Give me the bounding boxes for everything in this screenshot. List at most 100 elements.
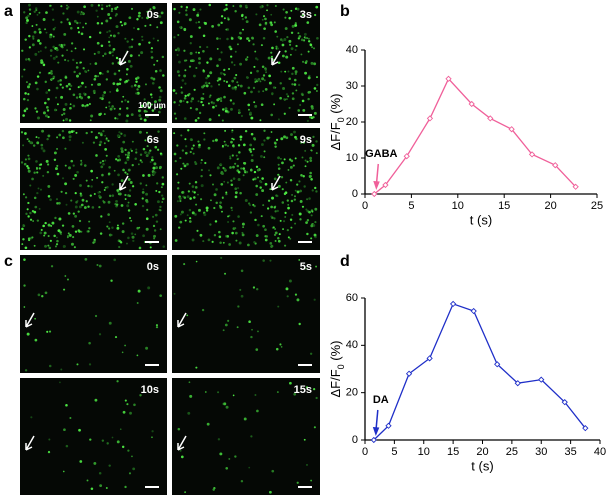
cell-speckle: [92, 241, 95, 244]
cell-speckle: [141, 190, 145, 194]
cell-speckle: [89, 438, 92, 441]
x-tick-label: 0: [362, 200, 368, 212]
cell-speckle: [107, 172, 111, 176]
cell-speckle: [115, 158, 118, 161]
cell-speckle: [195, 366, 198, 369]
cell-speckle: [110, 279, 113, 282]
cell-speckle: [230, 37, 234, 40]
cell-speckle: [204, 22, 207, 25]
cell-speckle: [213, 206, 216, 210]
cell-speckle: [277, 173, 280, 176]
cell-speckle: [259, 186, 262, 189]
cell-speckle: [105, 106, 108, 109]
cell-speckle: [214, 138, 218, 142]
cell-speckle: [183, 49, 186, 52]
data-point: [561, 398, 568, 406]
cell-speckle: [173, 152, 177, 156]
cell-speckle: [78, 428, 81, 432]
x-tick-label: 30: [535, 446, 547, 458]
cell-speckle: [68, 138, 72, 142]
cell-speckle: [87, 95, 91, 99]
cell-speckle: [234, 187, 238, 191]
cell-speckle: [105, 486, 108, 489]
cell-speckle: [82, 26, 85, 29]
cell-speckle: [104, 159, 107, 162]
cell-speckle: [49, 35, 53, 39]
cell-speckle: [59, 79, 62, 82]
cell-speckle: [200, 174, 203, 178]
cell-speckle: [294, 135, 297, 139]
cell-speckle: [309, 352, 313, 355]
data-line: [373, 303, 586, 441]
cell-speckle: [137, 27, 140, 31]
cell-speckle: [28, 8, 32, 11]
cell-speckle: [25, 212, 28, 216]
cell-speckle: [146, 102, 149, 106]
cell-speckle: [99, 484, 103, 488]
cell-speckle: [106, 225, 109, 228]
cell-speckle: [61, 86, 64, 89]
cell-speckle: [153, 237, 156, 240]
cell-speckle: [29, 218, 33, 221]
cell-speckle: [189, 59, 193, 63]
cell-speckle: [26, 138, 29, 141]
cell-speckle: [302, 13, 305, 16]
cell-speckle: [200, 159, 203, 162]
cell-speckle: [47, 195, 51, 198]
cell-speckle: [23, 97, 26, 101]
cell-speckle: [295, 44, 298, 48]
cell-speckle: [254, 218, 257, 222]
cell-speckle: [107, 227, 111, 230]
cell-speckle: [221, 172, 224, 175]
cell-speckle: [236, 164, 240, 168]
cell-speckle: [24, 92, 27, 95]
cell-speckle: [212, 488, 215, 491]
cell-speckle: [275, 45, 278, 48]
cell-speckle: [262, 259, 265, 262]
cell-speckle: [23, 68, 26, 71]
cell-speckle: [152, 77, 156, 81]
cell-speckle: [46, 330, 49, 333]
cell-speckle: [45, 11, 48, 14]
cell-speckle: [110, 10, 113, 13]
cell-speckle: [290, 9, 293, 12]
cell-speckle: [32, 220, 35, 222]
cell-speckle: [84, 86, 87, 89]
cell-speckle: [279, 82, 282, 85]
cell-speckle: [286, 199, 289, 202]
cell-speckle: [309, 43, 313, 47]
cell-speckle: [28, 46, 31, 49]
cell-speckle: [138, 42, 141, 46]
cell-speckle: [52, 35, 55, 38]
cell-speckle: [105, 19, 109, 23]
cell-speckle: [188, 220, 192, 223]
cell-speckle: [150, 50, 153, 54]
cell-speckle: [54, 216, 57, 220]
cell-speckle: [119, 20, 122, 24]
cell-speckle: [306, 119, 310, 122]
cell-speckle: [24, 132, 27, 135]
cell-speckle: [298, 35, 302, 38]
cell-speckle: [135, 148, 138, 151]
cell-speckle: [176, 200, 179, 203]
cell-speckle: [94, 314, 98, 318]
annotation: DA: [373, 394, 389, 406]
data-point: [385, 422, 392, 429]
cell-speckle: [64, 275, 67, 277]
cell-speckle: [84, 70, 88, 73]
data-point: [528, 151, 536, 158]
cell-speckle: [243, 91, 247, 95]
cell-speckle: [249, 211, 253, 214]
cell-speckle: [225, 405, 229, 409]
cell-speckle: [110, 7, 114, 11]
cell-speckle: [304, 165, 307, 168]
cell-speckle: [74, 192, 77, 195]
cell-speckle: [44, 101, 47, 105]
cell-speckle: [36, 191, 39, 195]
cell-speckle: [215, 188, 218, 191]
cell-speckle: [38, 42, 42, 45]
cell-speckle: [235, 239, 238, 242]
cell-speckle: [141, 197, 144, 200]
cell-speckle: [191, 185, 195, 188]
cell-speckle: [225, 7, 228, 11]
